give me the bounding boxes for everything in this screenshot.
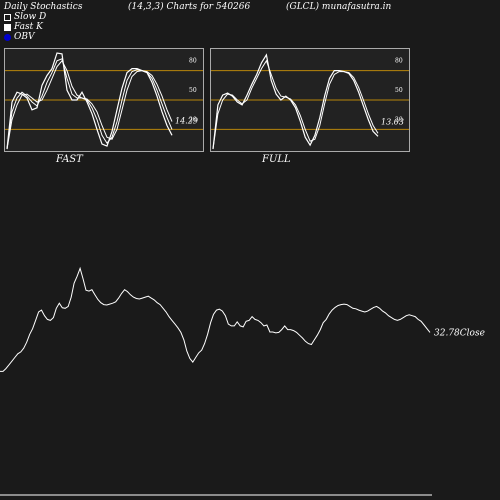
close-price-line [0,266,431,372]
legend-item-obv: OBV [4,32,46,42]
slow-d-swatch-icon [4,13,11,21]
full-series-line-0 [212,53,379,150]
obv-swatch-icon [4,33,11,41]
price-obv-plot: 32.78Close [0,266,485,496]
full-level-label-50: 50 [395,87,403,94]
full-level-label-80: 80 [395,58,403,65]
header-right: (GLCL) munafasutra.in [286,2,392,12]
legend-label-fast-k: Fast K [14,22,43,32]
full-last-value-label: 13.03 [381,117,404,126]
legend: Slow D Fast K OBV [4,12,46,42]
fast-panel-title: FAST [56,154,83,165]
full-level-label-20: 20 [395,116,403,123]
full-panel-title: FULL [262,154,291,165]
fast-last-value-label: 14.29 [175,116,198,125]
legend-label-obv: OBV [14,32,35,42]
fast-level-label-50: 50 [189,87,197,94]
close-last-value-label: 32.78Close [434,328,485,338]
fast-level-label-80: 80 [189,58,197,65]
full-stochastic-plot: 20 50 80 13.03 [211,53,409,150]
full-series-line-1 [212,59,379,150]
legend-item-fast-k: Fast K [4,22,46,32]
legend-label-slow-d: Slow D [14,12,47,22]
header-left: Daily Stochastics [4,2,83,12]
fast-stochastic-plot: 20 50 80 14.29 [5,52,203,150]
full-stochastic-panel: 20 50 80 13.03 [210,48,410,152]
fast-level-label-20: 20 [189,116,197,123]
legend-item-slow-d: Slow D [4,12,46,22]
header-center: (14,3,3) Charts for 540266 [128,2,251,12]
fast-stochastic-panel: 20 50 80 14.29 [4,48,204,152]
fast-series-line-2 [6,59,173,150]
fast-k-swatch-icon [4,23,11,31]
